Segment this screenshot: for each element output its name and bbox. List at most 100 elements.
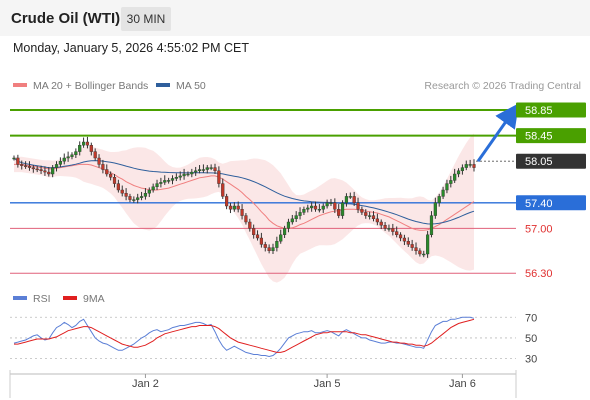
rsi-panel-layer: 70 50 30 bbox=[10, 312, 537, 366]
candle-body bbox=[468, 164, 472, 166]
candle-body bbox=[136, 197, 140, 200]
candle-body bbox=[132, 199, 136, 201]
candle-body bbox=[97, 157, 101, 165]
legend-ma50: MA 50 bbox=[156, 80, 206, 92]
copyright-note: Research © 2026 Trading Central bbox=[424, 80, 581, 92]
candle-body bbox=[445, 183, 449, 191]
candle-body bbox=[298, 212, 302, 216]
candle-body bbox=[109, 173, 113, 178]
moving-average-layer bbox=[13, 157, 475, 231]
candle-body bbox=[225, 196, 229, 207]
candle-body bbox=[344, 196, 349, 203]
header-bar: Crude Oil (WTI) 30 MIN bbox=[0, 0, 590, 36]
candle-body bbox=[352, 196, 356, 203]
candle-body bbox=[472, 164, 476, 168]
bollinger-band-layer bbox=[14, 133, 474, 283]
candle-body bbox=[329, 202, 333, 205]
rsi-ma-line bbox=[14, 318, 475, 353]
candle-body bbox=[170, 178, 175, 181]
rsi-label: RSI bbox=[33, 293, 51, 305]
level-lines-layer bbox=[10, 109, 516, 274]
candle-body bbox=[441, 189, 445, 197]
rsi-level-label-70: 70 bbox=[525, 312, 537, 324]
candle-body bbox=[54, 164, 59, 168]
rsi-level-label-50: 50 bbox=[525, 333, 537, 345]
candle-body bbox=[337, 208, 341, 216]
candle-body bbox=[143, 192, 148, 197]
candle-body bbox=[317, 208, 321, 211]
candle-body bbox=[294, 215, 298, 220]
candle-body bbox=[159, 182, 163, 184]
candle-body bbox=[217, 170, 221, 184]
candle-body bbox=[282, 228, 287, 235]
candle-body bbox=[228, 205, 233, 210]
candle-body bbox=[58, 160, 62, 165]
candle-body bbox=[414, 247, 418, 252]
bollinger-band bbox=[14, 133, 474, 283]
candle-body bbox=[78, 144, 82, 152]
forecast-arrow bbox=[476, 103, 519, 163]
candle-body bbox=[286, 221, 291, 229]
candle-body bbox=[406, 240, 410, 245]
candle-body bbox=[391, 228, 395, 232]
candle-body bbox=[422, 253, 426, 256]
candle-body bbox=[410, 244, 414, 248]
candle-body bbox=[310, 205, 314, 209]
legend-rsi: RSI bbox=[13, 293, 51, 305]
ma20-swatch bbox=[13, 83, 27, 88]
candle-body bbox=[89, 144, 93, 152]
ma20-label: MA 20 + Bollinger Bands bbox=[33, 80, 149, 92]
legend-ma20: MA 20 + Bollinger Bands bbox=[13, 80, 148, 92]
rsi-line bbox=[13, 316, 475, 358]
candle-body bbox=[66, 156, 70, 159]
candle-body bbox=[201, 169, 206, 171]
candle-body bbox=[437, 196, 441, 203]
candle-body bbox=[340, 202, 345, 216]
candle-body bbox=[186, 173, 190, 176]
candle-body bbox=[70, 154, 74, 157]
candle-body bbox=[182, 173, 186, 177]
level-label-bg bbox=[516, 153, 586, 169]
candle-body bbox=[12, 157, 16, 160]
candle-body bbox=[375, 218, 379, 223]
timeframe-badge[interactable]: 30 MIN bbox=[121, 7, 171, 31]
ma50-label: MA 50 bbox=[176, 80, 206, 92]
legend-9ma: 9MA bbox=[63, 293, 105, 305]
ma9-swatch bbox=[63, 296, 77, 301]
candle-body bbox=[449, 180, 453, 184]
candle-body bbox=[85, 141, 90, 146]
candle-body bbox=[398, 234, 403, 239]
candle-body bbox=[418, 250, 422, 255]
ma50-line bbox=[13, 157, 475, 225]
candle-body bbox=[43, 170, 47, 173]
candlesticks-layer bbox=[12, 136, 476, 258]
candle-body bbox=[321, 205, 325, 210]
ma20-line bbox=[14, 163, 475, 231]
x-axis-layer: Jan 2 Jan 5 Jan 6 bbox=[9, 370, 517, 398]
candle-body bbox=[368, 215, 372, 217]
candle-body bbox=[178, 175, 182, 178]
candle-body bbox=[306, 207, 310, 210]
candle-body bbox=[360, 208, 364, 213]
forecast-arrow-layer bbox=[476, 103, 519, 163]
x-tick-label: Jan 5 bbox=[314, 378, 341, 390]
candle-body bbox=[190, 171, 194, 175]
candle-body bbox=[23, 165, 28, 167]
candle-body bbox=[124, 192, 128, 197]
candle-body bbox=[27, 166, 32, 168]
level-label-58-45: 58.45 bbox=[525, 131, 553, 143]
candle-body bbox=[47, 171, 51, 175]
candle-body bbox=[248, 221, 252, 229]
timestamp: Monday, January 5, 2026 4:55:02 PM CET bbox=[13, 41, 250, 55]
candle-body bbox=[74, 151, 78, 156]
candle-body bbox=[371, 215, 376, 220]
candle-body bbox=[205, 167, 209, 170]
candle-body bbox=[93, 151, 97, 159]
candle-body bbox=[221, 183, 225, 197]
candle-body bbox=[259, 237, 263, 245]
candle-body bbox=[167, 180, 171, 182]
candle-body bbox=[120, 189, 124, 194]
level-labels-layer: 58.85 58.45 58.05 57.40 57.00 56.30 bbox=[516, 102, 586, 280]
candle-body bbox=[105, 169, 109, 175]
